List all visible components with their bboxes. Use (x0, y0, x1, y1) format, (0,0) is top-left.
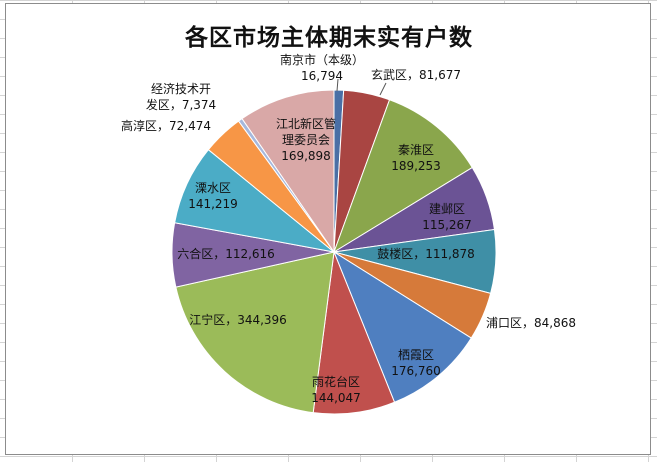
data-label-3: 建邺区 115,267 (422, 202, 472, 232)
pie-slice-8[interactable] (175, 251, 335, 414)
data-label-13: 江北新区管理委员会 169,898 (276, 116, 336, 163)
data-label-2: 秦淮区 189,253 (391, 143, 441, 173)
data-label-4: 鼓楼区，111,878 (377, 246, 475, 261)
pie-chart: 南京市（本级） 16,794 玄武区，81,677 秦淮区 189,253 建邺区 115,… (121, 52, 576, 415)
data-label-7: 雨花台区 144,047 (311, 374, 361, 405)
chart-area[interactable]: 各区市场主体期末实有户数 南京市（本级） 16,794 玄武区，81,677 秦淮区 1… (5, 3, 651, 455)
pie-slice-2[interactable] (333, 99, 473, 254)
data-label-10: 溧水区 141,219 (188, 181, 238, 211)
data-label-8: 江宁区，344,396 (189, 312, 287, 327)
data-label-12: 经济技术开发区，7,374 (146, 81, 216, 112)
data-label-11: 高淳区，72,474 (121, 118, 211, 133)
leader-line (379, 82, 387, 96)
chart-title: 各区市场主体期末实有户数 (185, 24, 473, 51)
data-label-9: 六合区，112,616 (177, 246, 275, 261)
data-label-6: 栖霞区 176,760 (391, 347, 441, 378)
pie-slice-13[interactable] (241, 89, 335, 254)
pie-slice-6[interactable] (332, 250, 472, 403)
data-label-1: 玄武区，81,677 (371, 67, 461, 82)
data-label-0: 南京市（本级） 16,794 (280, 52, 364, 83)
data-label-5: 浦口区，84,868 (486, 316, 576, 330)
leader-line (336, 78, 339, 92)
